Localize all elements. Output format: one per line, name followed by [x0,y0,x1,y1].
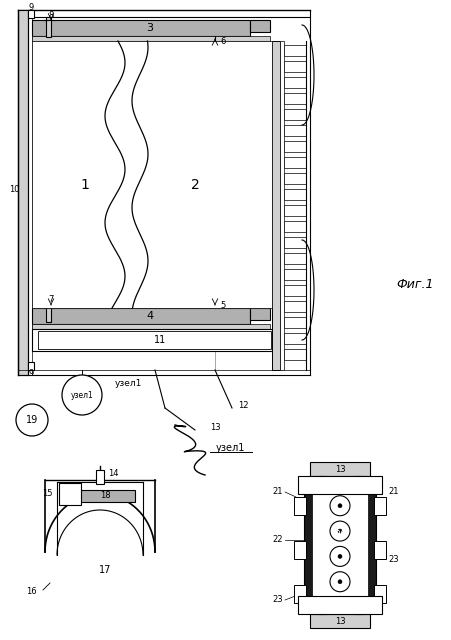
Bar [293,497,305,515]
Circle shape [16,404,48,436]
Bar [293,541,305,559]
Text: Фиг.1: Фиг.1 [396,278,433,291]
Bar [309,462,369,476]
Bar [309,614,369,628]
Text: 6: 6 [220,38,225,47]
Bar [283,253,305,264]
Bar [293,585,305,603]
Circle shape [337,554,341,558]
Text: 18: 18 [100,492,110,500]
Circle shape [337,504,341,508]
Bar [304,484,375,606]
Bar [283,317,305,328]
Circle shape [337,580,341,584]
Text: 2: 2 [190,178,199,192]
Bar [38,331,271,349]
Bar [283,301,305,312]
Bar [297,476,381,494]
Text: 4: 4 [146,311,153,321]
Text: 21: 21 [272,488,282,497]
Bar [283,269,305,280]
Bar [373,497,385,515]
Bar [32,36,269,41]
Bar [318,476,325,614]
Bar [283,221,305,232]
Bar [283,77,305,88]
Text: 5: 5 [220,301,225,310]
Text: 10: 10 [9,186,19,195]
Text: 14: 14 [108,468,118,477]
Text: 7: 7 [48,294,54,303]
Bar [59,483,81,505]
Bar [283,189,305,200]
Bar [28,10,34,18]
Text: 13: 13 [334,616,345,625]
Bar [32,20,249,36]
Bar [279,41,283,370]
Bar [373,585,385,603]
Bar [32,41,272,308]
Bar [32,324,269,329]
Bar [297,596,381,614]
Bar [311,488,367,602]
Text: 22: 22 [272,536,282,545]
Bar [18,10,28,375]
Text: 16: 16 [26,588,37,596]
Text: 9: 9 [28,369,33,378]
Bar [65,490,135,502]
Bar [283,205,305,216]
Circle shape [329,496,349,516]
Bar [249,308,269,320]
Bar [283,45,305,56]
Bar [283,61,305,72]
Bar [283,125,305,136]
Circle shape [329,572,349,592]
Bar [28,362,34,370]
Bar [46,302,51,322]
Bar [353,476,361,614]
Circle shape [62,375,102,415]
Text: 23: 23 [272,595,282,605]
Bar [283,93,305,104]
Text: 1: 1 [80,178,89,192]
Bar [283,141,305,152]
Bar [373,541,385,559]
Text: 19: 19 [26,415,38,425]
Circle shape [329,547,349,566]
Text: 3: 3 [146,23,153,33]
Bar [96,470,104,484]
Bar [272,41,279,370]
Text: 12: 12 [238,401,248,410]
Bar [283,333,305,344]
Bar [32,329,276,351]
Text: 23: 23 [387,556,398,564]
Text: узел1: узел1 [115,380,142,388]
Bar [283,349,305,360]
Bar [249,20,269,32]
Circle shape [329,521,349,541]
Text: 17: 17 [99,565,111,575]
Bar [46,17,51,37]
Bar [283,157,305,168]
Bar [283,285,305,296]
Bar [283,237,305,248]
Text: 15: 15 [42,490,53,499]
Text: 8: 8 [48,10,54,19]
Text: 20: 20 [333,530,345,540]
Text: узел1: узел1 [215,443,244,453]
Bar [283,173,305,184]
Text: 9: 9 [28,3,33,12]
Circle shape [337,529,341,533]
Text: 11: 11 [153,335,166,345]
Bar [32,308,249,324]
Text: 13: 13 [210,424,220,433]
Bar [283,109,305,120]
Text: узел1: узел1 [70,390,93,399]
Text: 21: 21 [387,488,398,497]
Text: 13: 13 [334,465,345,474]
